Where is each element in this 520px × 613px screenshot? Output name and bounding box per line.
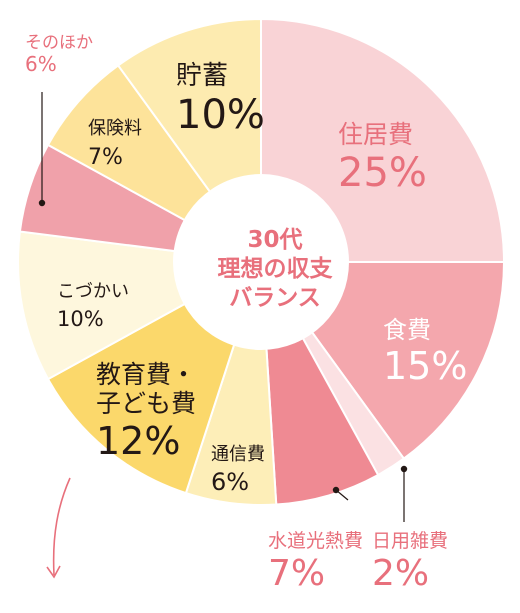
slice-label-suido: 水道光熱費 7% [268, 530, 364, 594]
slice-percent: 2% [372, 552, 430, 594]
chart-center-title: 30代 理想の収支 バランス [185, 226, 365, 312]
continue-arrow [46, 477, 71, 579]
slice-label-kyoiku: 教育費・ 子ども費 12% [96, 360, 197, 463]
slice-name: 日用雑費 [372, 530, 449, 552]
slice-name: 住居費 [338, 120, 414, 149]
slice-label-kozukai: こづかい 10% [57, 281, 129, 331]
slice-percent: 7% [88, 144, 123, 170]
slice-name: こづかい [57, 281, 129, 302]
slice-name: そのほか [25, 33, 93, 53]
donut-hole [173, 174, 349, 350]
center-title-line-2: 理想の収支 [217, 255, 333, 282]
slice-percent: 6% [211, 467, 250, 496]
leader-dot-nichiyo [400, 465, 408, 473]
slice-name: 貯蓄 [176, 61, 229, 91]
slice-label-sonota: そのほか 6% [25, 33, 93, 76]
slice-label-tsushin: 通信費 6% [211, 444, 265, 496]
slice-percent: 25% [338, 150, 427, 197]
leader-dot-suido [332, 486, 340, 494]
slice-label-chochiku: 貯蓄 10% [176, 61, 265, 139]
slice-label-jukyo: 住居費 25% [338, 120, 427, 197]
center-title-line-1: 30代 [247, 227, 303, 253]
slice-name-line-1: 教育費・ [96, 360, 197, 389]
arrow-curve [52, 477, 71, 576]
slice-name: 保険料 [88, 118, 142, 139]
center-title-line-3: バランス [229, 284, 321, 311]
slice-label-shoku: 食費 15% [383, 316, 468, 389]
slice-percent: 10% [176, 92, 265, 139]
slice-label-hoken: 保険料 7% [88, 118, 142, 170]
slice-label-nichiyo: 日用雑費 2% [372, 530, 449, 594]
slice-percent: 10% [57, 306, 104, 331]
slice-percent: 7% [268, 552, 326, 594]
slice-percent: 6% [25, 51, 57, 76]
slice-percent: 15% [383, 344, 468, 389]
slice-name: 食費 [383, 316, 431, 344]
arrow-head [46, 565, 61, 579]
slice-name-line-2: 子ども費 [96, 389, 197, 419]
slice-name: 水道光熱費 [268, 530, 364, 552]
slice-name: 通信費 [211, 444, 265, 465]
slice-percent: 12% [96, 418, 181, 463]
leader-dot-sonota [38, 199, 46, 207]
